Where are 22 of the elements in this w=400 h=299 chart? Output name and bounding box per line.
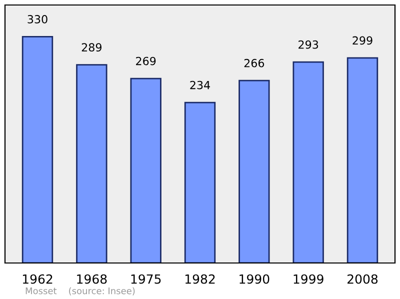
- bar: [184, 102, 216, 263]
- text: Mosset (source: Insee): [26, 287, 135, 296]
- x-tick-label: 1975: [131, 274, 161, 284]
- data-label: 266: [244, 58, 264, 68]
- bar: [292, 61, 324, 263]
- x-tick-label: 1990: [240, 274, 270, 284]
- x-tick-label: 1982: [185, 274, 215, 284]
- x-tick-label: 2008: [348, 274, 378, 284]
- data-label: 234: [190, 80, 210, 90]
- data-label: 330: [28, 15, 48, 24]
- data-label: 269: [136, 56, 156, 66]
- bar: [346, 57, 378, 263]
- x-tick-label: 1962: [22, 274, 52, 284]
- bar: [238, 80, 270, 263]
- bar: [76, 64, 108, 263]
- data-label: 289: [82, 43, 102, 52]
- bar: [130, 78, 162, 263]
- bar: [22, 36, 54, 263]
- x-tick-label: 1999: [294, 274, 324, 284]
- data-label: 299: [352, 36, 372, 45]
- x-tick-label: 1968: [77, 274, 107, 284]
- data-label: 293: [298, 40, 318, 49]
